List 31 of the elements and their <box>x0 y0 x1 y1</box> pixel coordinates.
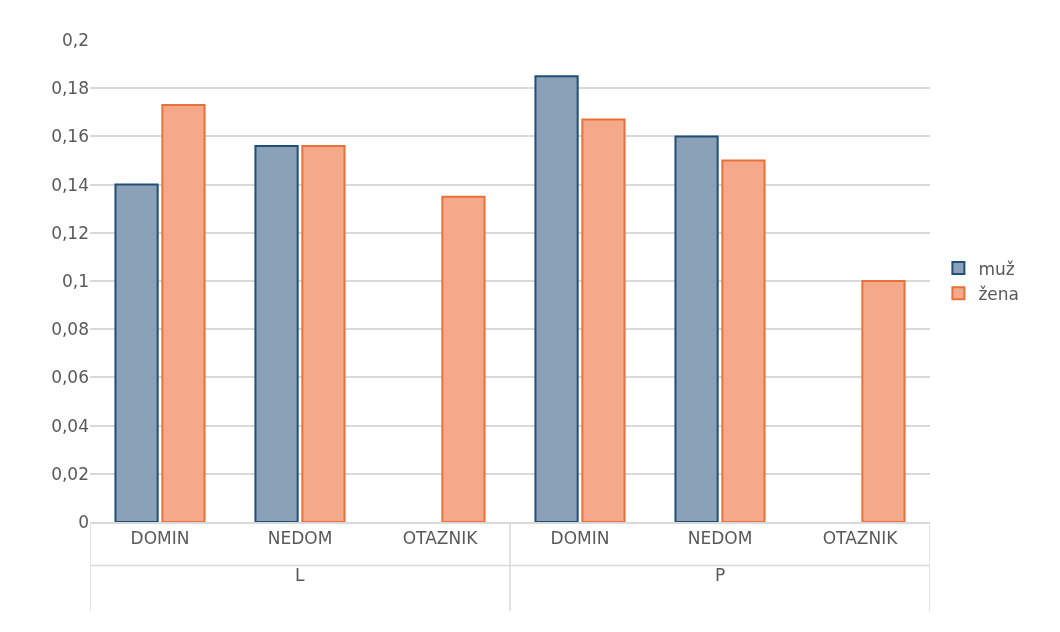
x-tick-label: NEDOM <box>267 528 333 549</box>
y-tick-label: 0,1 <box>61 270 89 291</box>
y-tick-label: 0,2 <box>61 29 89 50</box>
y-tick-label: 0,18 <box>51 78 89 99</box>
bar <box>161 104 206 522</box>
bar <box>301 145 346 522</box>
x-tick-label: DOMIN <box>550 528 610 549</box>
bar <box>114 183 159 522</box>
y-tick-label: 0,14 <box>51 174 89 195</box>
y-tick-label: 0,02 <box>51 463 89 484</box>
text: L <box>295 565 305 585</box>
bar <box>861 280 906 522</box>
bar <box>721 159 766 522</box>
y-tick-label: 0,16 <box>51 126 89 147</box>
bar <box>254 145 299 522</box>
y-tick-label: 0 <box>78 511 89 532</box>
bar <box>674 135 719 522</box>
x-tick-label: NEDOM <box>687 528 753 549</box>
legend-label: žena <box>978 283 1019 304</box>
legend-label: muž <box>978 258 1015 279</box>
x-tick-label: OTAZNIK <box>402 528 479 549</box>
text: P <box>715 565 726 585</box>
y-tick-label: 0,08 <box>51 319 89 340</box>
bar <box>534 75 579 522</box>
y-tick-label: 0,04 <box>51 415 89 436</box>
bar <box>581 118 626 522</box>
bar <box>441 195 486 522</box>
x-tick-label: DOMIN <box>130 528 190 549</box>
x-tick-label: OTAZNIK <box>822 528 899 549</box>
y-tick-label: 0,12 <box>51 222 89 243</box>
y-tick-label: 0,06 <box>51 367 89 388</box>
